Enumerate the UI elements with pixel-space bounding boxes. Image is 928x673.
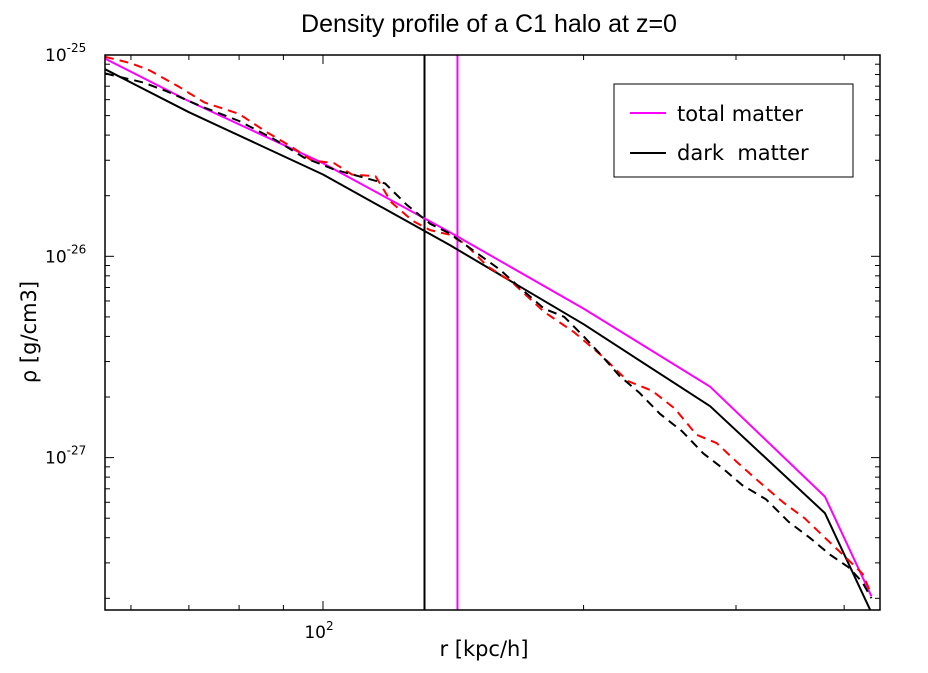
axis-tick-labels: 102 10-25 10-26 10-27	[45, 41, 334, 643]
legend: total matter dark matter	[613, 83, 854, 178]
x-axis-label: r [kpc/h]	[439, 637, 528, 661]
legend-box	[613, 83, 854, 178]
series-line-1-solid	[105, 57, 873, 597]
axis-ticks	[105, 54, 880, 610]
plot-area-frame	[104, 54, 881, 611]
y-tick-label: 10-26	[45, 242, 86, 267]
y-axis-label: ρ [g/cm3]	[17, 281, 41, 383]
legend-label-total-matter: total matter	[677, 102, 803, 126]
series-line-3-dashed	[105, 55, 873, 595]
series-lines	[105, 55, 873, 610]
x-tick-label: 102	[304, 619, 333, 643]
y-tick-label: 10-27	[45, 444, 86, 469]
y-tick-label: 10-25	[45, 41, 86, 66]
vertical-lines	[423, 55, 459, 610]
legend-label-dark-matter: dark matter	[677, 141, 809, 165]
series-line-4-dashed	[105, 72, 873, 599]
chart-title: Density profile of a C1 halo at z=0	[301, 10, 677, 38]
